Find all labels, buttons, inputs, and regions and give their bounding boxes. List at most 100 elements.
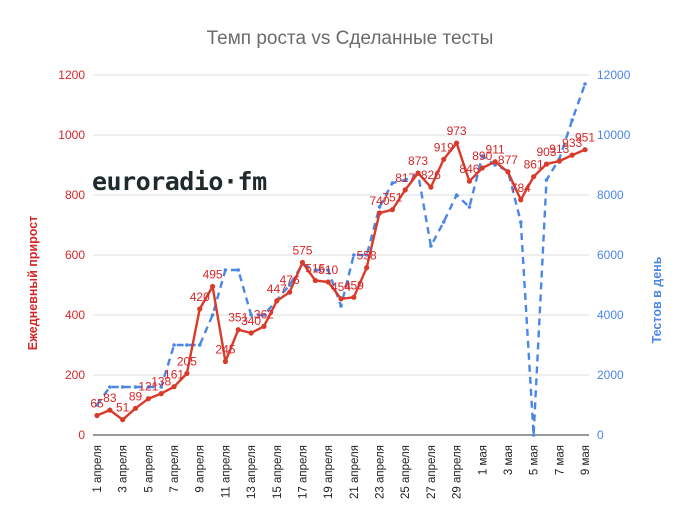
left-tick-label: 200 <box>65 368 85 382</box>
tests-point <box>95 403 99 407</box>
right-tick-label: 2000 <box>597 368 624 382</box>
data-label: 826 <box>421 168 441 182</box>
x-tick-label: 13 апреля <box>246 445 258 499</box>
left-tick-label: 400 <box>65 308 85 322</box>
growth-point <box>158 391 164 397</box>
right-axis-ticks: 0 2000 4000 6000 8000 10000 12000 <box>597 68 631 442</box>
x-tick-label: 9 апреля <box>195 445 207 493</box>
tests-point <box>313 268 318 272</box>
data-label: 933 <box>562 136 582 150</box>
tests-point <box>403 178 408 182</box>
growth-point <box>556 158 562 164</box>
tests-point <box>454 193 459 197</box>
data-label: 138 <box>151 375 171 389</box>
growth-point <box>197 306 203 312</box>
euroradio-logo: euroradio·fm <box>92 167 267 196</box>
data-label: 951 <box>575 131 595 145</box>
x-tick-label: 7 мая <box>554 445 566 475</box>
data-label: 447 <box>267 282 287 296</box>
data-label: 903 <box>536 145 556 159</box>
data-label: 205 <box>177 355 197 369</box>
growth-point <box>132 405 139 411</box>
series-growth <box>94 140 588 423</box>
left-tick-label: 800 <box>65 188 85 202</box>
data-label: 877 <box>498 153 518 167</box>
tests-point <box>390 181 395 185</box>
data-label: 558 <box>357 249 377 263</box>
right-tick-label: 8000 <box>597 188 624 202</box>
growth-point <box>235 327 241 333</box>
x-tick-label: 9 мая <box>580 445 592 475</box>
data-label: 83 <box>103 391 117 405</box>
data-label: 873 <box>408 154 428 168</box>
tests-point <box>570 118 574 122</box>
growth-point <box>351 294 357 300</box>
data-label: 459 <box>344 278 364 292</box>
x-tick-label: 17 апреля <box>297 445 309 499</box>
tests-point <box>133 385 138 389</box>
growth-point <box>171 384 177 390</box>
x-tick-label: 15 апреля <box>272 445 284 499</box>
growth-point <box>479 165 485 171</box>
x-tick-label: 19 апреля <box>323 445 335 499</box>
left-tick-label: 1000 <box>58 128 85 142</box>
growth-point <box>299 259 306 266</box>
data-label: 454 <box>331 280 351 294</box>
right-axis-label: Тестов в день <box>650 256 664 343</box>
tests-point <box>197 343 202 347</box>
growth-point <box>518 197 524 203</box>
growth-point <box>261 323 267 329</box>
tests-point <box>480 154 485 158</box>
growth-point <box>209 283 216 290</box>
tests-point <box>146 385 151 389</box>
x-tick-label: 27 апреля <box>426 445 438 499</box>
tests-point <box>159 385 164 389</box>
left-tick-label: 0 <box>78 428 85 442</box>
growth-point <box>389 207 395 213</box>
tests-point <box>339 304 343 308</box>
right-tick-label: 4000 <box>597 308 624 322</box>
data-label: 510 <box>318 263 338 277</box>
growth-point <box>402 187 408 193</box>
growth-point <box>287 289 293 295</box>
growth-point <box>582 147 588 153</box>
data-label: 161 <box>164 368 184 382</box>
data-label: 846 <box>459 162 479 176</box>
tests-point <box>544 178 549 182</box>
data-label: 919 <box>434 140 454 154</box>
x-tick-label: 21 апреля <box>349 445 361 499</box>
tests-point <box>108 385 112 389</box>
growth-point <box>120 417 126 423</box>
right-tick-label: 0 <box>597 428 604 442</box>
left-axis-label: Ежедневный прирост <box>26 216 40 351</box>
x-tick-label: 3 апреля <box>118 445 130 493</box>
data-label: 89 <box>129 389 143 403</box>
tests-point <box>172 343 176 347</box>
tests-point <box>377 205 382 209</box>
tests-point <box>326 268 330 272</box>
data-label: 515 <box>305 262 325 276</box>
x-tick-label: 5 мая <box>529 445 541 475</box>
data-label: 476 <box>280 273 300 287</box>
growth-point <box>492 159 498 165</box>
growth-point <box>94 412 100 419</box>
left-tick-label: 600 <box>65 248 85 262</box>
gridlines <box>93 74 589 436</box>
tests-point <box>262 313 266 317</box>
growth-point <box>364 265 370 271</box>
tests-point <box>249 313 253 317</box>
x-tick-label: 1 мая <box>477 445 489 475</box>
tests-point <box>120 385 125 389</box>
data-label: 362 <box>254 307 274 321</box>
left-tick-label: 1200 <box>58 68 85 82</box>
tests-point <box>352 253 356 257</box>
data-label: 420 <box>190 290 210 304</box>
right-tick-label: 12000 <box>597 68 631 82</box>
growth-point <box>338 296 344 302</box>
data-label: 817 <box>395 171 415 185</box>
x-axis-ticks: 1 апреля 3 апреля 5 апреля 7 апреля 9 апреля… <box>92 445 592 499</box>
data-label: 913 <box>549 142 569 156</box>
data-label: 51 <box>116 401 130 415</box>
data-label: 973 <box>447 124 467 138</box>
